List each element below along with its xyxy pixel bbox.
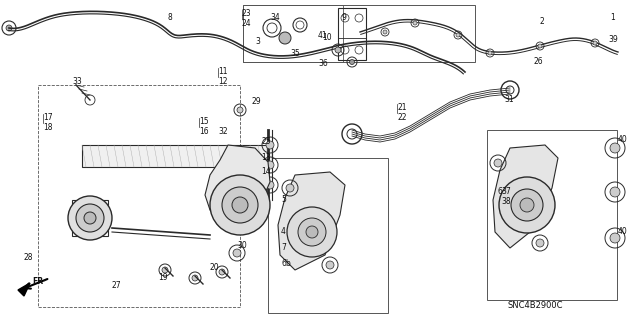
Text: 29: 29	[252, 98, 262, 107]
Text: 24: 24	[242, 19, 252, 28]
Text: 28: 28	[24, 254, 33, 263]
Text: 34: 34	[270, 13, 280, 23]
Text: 41: 41	[318, 32, 328, 41]
Bar	[38, 85, 240, 307]
Circle shape	[6, 25, 12, 31]
Circle shape	[266, 161, 274, 169]
Text: 12: 12	[218, 78, 227, 86]
Text: 40: 40	[618, 227, 628, 236]
Text: 39: 39	[608, 35, 618, 44]
Circle shape	[68, 196, 112, 240]
Circle shape	[520, 198, 534, 212]
Circle shape	[266, 141, 274, 149]
Text: 38: 38	[501, 197, 511, 206]
Circle shape	[266, 181, 274, 189]
Text: 32: 32	[218, 128, 228, 137]
Circle shape	[233, 249, 241, 257]
Bar	[487, 130, 617, 300]
Text: 2: 2	[540, 18, 545, 26]
Text: 33: 33	[72, 78, 82, 86]
Text: 4: 4	[281, 227, 286, 236]
Polygon shape	[278, 172, 345, 270]
Text: 11: 11	[218, 68, 227, 77]
Text: 26: 26	[533, 57, 543, 66]
Text: FR·: FR·	[32, 278, 46, 286]
Text: 17: 17	[43, 114, 52, 122]
Text: 5: 5	[281, 196, 286, 204]
Text: 6: 6	[497, 188, 502, 197]
Circle shape	[287, 207, 337, 257]
Polygon shape	[493, 145, 558, 248]
Text: 21: 21	[397, 103, 406, 113]
Text: 3: 3	[255, 38, 260, 47]
Circle shape	[494, 159, 502, 167]
Circle shape	[610, 233, 620, 243]
Text: 15: 15	[199, 117, 209, 127]
Circle shape	[499, 177, 555, 233]
Text: 8: 8	[168, 13, 173, 23]
Circle shape	[610, 187, 620, 197]
Circle shape	[306, 226, 318, 238]
Circle shape	[286, 184, 294, 192]
Text: 31: 31	[504, 95, 514, 105]
Text: 18: 18	[43, 123, 52, 132]
Circle shape	[237, 107, 243, 113]
Text: 22: 22	[397, 114, 406, 122]
Circle shape	[610, 143, 620, 153]
Text: 35: 35	[290, 49, 300, 58]
Text: 27: 27	[112, 280, 122, 290]
Text: 9: 9	[342, 13, 347, 23]
Polygon shape	[18, 283, 30, 296]
Text: 19: 19	[158, 273, 168, 283]
Circle shape	[210, 175, 270, 235]
Text: 30: 30	[237, 241, 247, 249]
Circle shape	[456, 33, 460, 37]
Bar	[338, 8, 366, 60]
Circle shape	[511, 189, 543, 221]
Text: 1: 1	[610, 13, 615, 23]
Circle shape	[162, 267, 168, 273]
Circle shape	[279, 32, 291, 44]
Circle shape	[593, 41, 597, 45]
Text: 6b: 6b	[281, 259, 291, 269]
Circle shape	[298, 218, 326, 246]
Circle shape	[192, 275, 198, 281]
Bar	[268, 158, 388, 313]
Bar	[243, 5, 475, 62]
Circle shape	[383, 30, 387, 34]
Text: SNC4B2900C: SNC4B2900C	[507, 300, 563, 309]
Text: 25: 25	[261, 137, 271, 146]
Text: 40: 40	[618, 136, 628, 145]
Text: 7: 7	[281, 243, 286, 253]
Text: 13: 13	[261, 153, 271, 162]
Circle shape	[335, 47, 341, 53]
Polygon shape	[205, 145, 270, 230]
Circle shape	[84, 212, 96, 224]
Bar	[243, 5, 343, 62]
Text: 16: 16	[199, 128, 209, 137]
Circle shape	[326, 261, 334, 269]
Circle shape	[413, 21, 417, 25]
Circle shape	[232, 197, 248, 213]
Text: 10: 10	[322, 33, 332, 42]
Circle shape	[349, 60, 355, 64]
Circle shape	[488, 51, 492, 55]
Text: 20: 20	[210, 263, 220, 272]
Bar	[82, 145, 272, 167]
Text: 23: 23	[242, 10, 252, 19]
Circle shape	[536, 239, 544, 247]
Circle shape	[219, 269, 225, 275]
Text: 36: 36	[318, 60, 328, 69]
Circle shape	[538, 44, 542, 48]
Circle shape	[76, 204, 104, 232]
Circle shape	[222, 187, 258, 223]
Text: 14: 14	[261, 167, 271, 176]
Bar	[72, 200, 108, 236]
Text: 37: 37	[501, 188, 511, 197]
